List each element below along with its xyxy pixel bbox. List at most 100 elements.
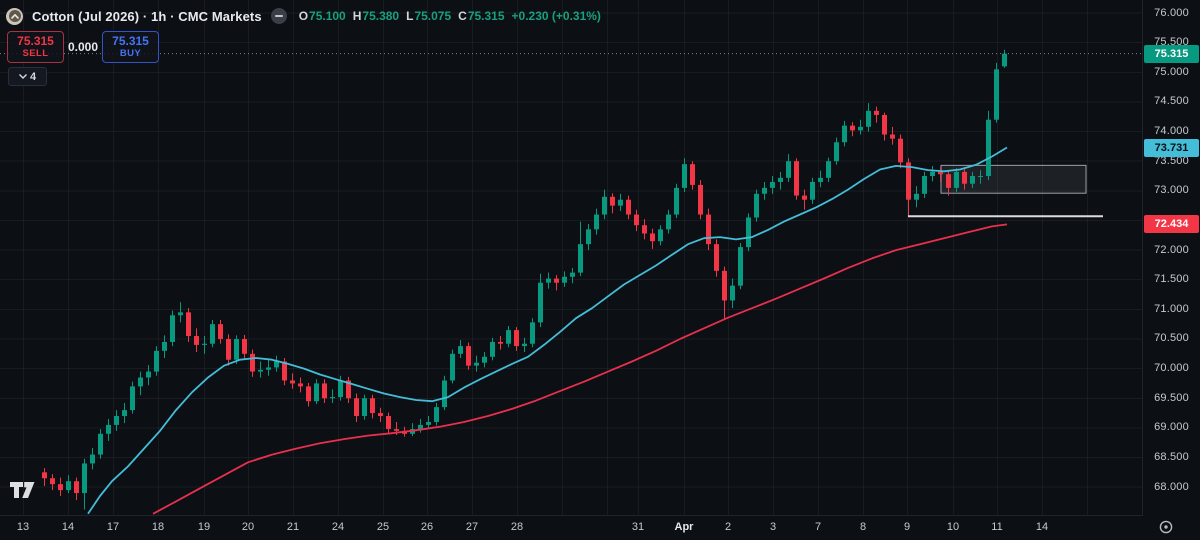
candle-body — [762, 187, 767, 194]
symbol-logo-icon[interactable] — [6, 7, 23, 25]
candle-body — [826, 161, 831, 178]
candle-body — [82, 463, 87, 494]
candle-body — [130, 386, 135, 411]
buy-price: 75.315 — [112, 34, 149, 48]
time-axis-label: 3 — [769, 521, 777, 533]
candle-body — [834, 142, 839, 162]
ohlc-readout: O 75.100 H 75.380 L 75.075 C 75.315 +0.230 (… — [299, 9, 601, 23]
buy-button[interactable]: 75.315 BUY — [102, 31, 159, 63]
candle-body — [642, 225, 647, 234]
candle-body — [722, 270, 727, 301]
candle-body — [850, 125, 855, 131]
candle-body — [506, 330, 511, 344]
candle-body — [386, 416, 391, 430]
candle-body — [746, 217, 751, 248]
time-axis-label: 24 — [331, 521, 345, 533]
sell-button[interactable]: 75.315 SELL — [7, 31, 64, 63]
price-axis-label: 74.000 — [1154, 125, 1189, 138]
price-axis-label: 73.000 — [1154, 184, 1189, 197]
candle-body — [74, 481, 79, 494]
candle-body — [170, 315, 175, 342]
candle-body — [770, 181, 775, 188]
candle-body — [946, 174, 951, 188]
candle-body — [306, 386, 311, 402]
price-axis-label: 74.500 — [1154, 95, 1189, 108]
symbol-title[interactable]: Cotton (Jul 2026) · 1h · CMC Markets — [32, 8, 262, 24]
symbol-logo-glyph — [10, 14, 19, 19]
candle-body — [298, 383, 303, 387]
candle-body — [186, 312, 191, 337]
candle-body — [146, 371, 151, 378]
time-axis-label: Apr — [674, 521, 694, 533]
candle-body — [898, 138, 903, 163]
candle-body — [874, 110, 879, 115]
sell-price: 75.315 — [17, 34, 54, 48]
price-scale-settings-button[interactable] — [1154, 517, 1178, 537]
candle-body — [330, 397, 335, 399]
candle-body — [626, 199, 631, 215]
price-axis-label: 76.000 — [1154, 6, 1189, 19]
candle-body — [562, 276, 567, 283]
price-axis-label: 70.500 — [1154, 332, 1189, 345]
candle-body — [738, 247, 743, 286]
candle-body — [986, 119, 991, 177]
price-badge: 72.434 — [1144, 215, 1199, 234]
high-value: 75.380 — [362, 9, 400, 23]
candle-body — [442, 380, 447, 408]
candle-body — [922, 176, 927, 194]
candle-body — [202, 343, 207, 345]
candle-body — [634, 214, 639, 226]
change-value: +0.230 (+0.31%) — [511, 9, 601, 23]
candle-body — [706, 214, 711, 245]
object-tree-counter[interactable]: 4 — [8, 67, 47, 86]
candle-body — [730, 285, 735, 301]
candle-body — [554, 278, 559, 283]
candle-body — [930, 171, 935, 177]
candle-body — [530, 322, 535, 344]
candle-body — [114, 416, 119, 425]
time-axis-label: 9 — [903, 521, 911, 533]
candle-body — [466, 346, 471, 366]
time-axis[interactable]: 13 14 17 18 19 20 21 24 25 26 27 28 31 Apr 2 3 7 8 9 10 11 14 — [0, 515, 1143, 540]
close-value: 75.315 — [467, 9, 505, 23]
chevron-down-icon — [18, 74, 27, 79]
candle-body — [274, 361, 279, 368]
candle-body — [498, 341, 503, 344]
price-axis-label: 73.500 — [1154, 154, 1189, 167]
candle-body — [698, 184, 703, 215]
spread-value: 0.000 — [67, 40, 99, 54]
candle-body — [674, 187, 679, 215]
candle-body — [1002, 53, 1007, 67]
candle-body — [90, 454, 95, 464]
candle-body — [394, 429, 399, 431]
candle-body — [650, 233, 655, 242]
candle-body — [578, 244, 583, 273]
candle-body — [450, 353, 455, 381]
candle-body — [178, 312, 183, 316]
price-axis[interactable]: 76.000 75.500 75.000 74.500 74.000 73.500 73.0… — [1142, 0, 1200, 515]
tradingview-logo[interactable] — [10, 482, 35, 504]
chart-legend: Cotton (Jul 2026) · 1h · CMC Markets O 75… — [6, 6, 601, 26]
time-axis-label: 19 — [197, 521, 211, 533]
time-axis-label: 8 — [859, 521, 867, 533]
candle-body — [994, 69, 999, 120]
trade-panel: 75.315 SELL 0.000 75.315 BUY — [7, 31, 159, 63]
hide-indicator-icon[interactable] — [270, 8, 287, 24]
time-axis-label: 26 — [420, 521, 434, 533]
candle-body — [802, 195, 807, 200]
price-axis-label: 71.500 — [1154, 273, 1189, 286]
candle-body — [522, 343, 527, 347]
price-badge: 75.315 — [1144, 44, 1199, 63]
candle-body — [418, 424, 423, 430]
time-axis-label: 2 — [724, 521, 732, 533]
candle-body — [490, 341, 495, 357]
candlestick-chart[interactable] — [0, 0, 1143, 515]
candle-body — [474, 362, 479, 366]
time-axis-label: 10 — [946, 521, 960, 533]
candle-body — [978, 176, 983, 178]
candle-body — [778, 177, 783, 182]
price-axis-label: 68.000 — [1154, 480, 1189, 493]
candle-body — [210, 324, 215, 344]
candle-body — [226, 338, 231, 360]
